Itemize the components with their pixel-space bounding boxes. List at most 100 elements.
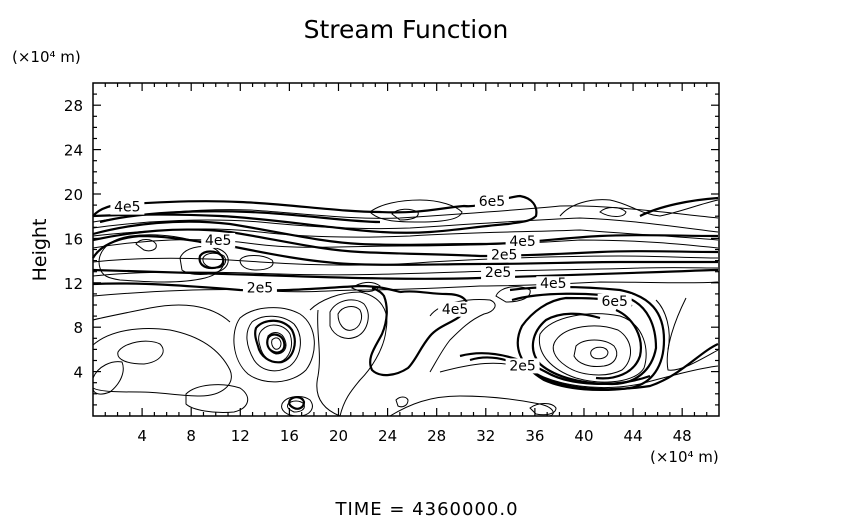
- y-tick-label: 4: [73, 364, 83, 382]
- contour-label-bg: [597, 294, 632, 309]
- contour-line: [552, 325, 631, 376]
- contour-label-bg: [474, 194, 509, 210]
- y-tick-label: 12: [64, 275, 83, 293]
- contour-line: [666, 297, 719, 371]
- contour-line: [92, 255, 719, 266]
- contour-line: [233, 307, 315, 383]
- contour-label-bg: [505, 358, 540, 374]
- x-tick-label: 40: [574, 427, 593, 445]
- contour-line: [92, 267, 719, 277]
- contour-line: [281, 396, 313, 417]
- contour-line-bold: [595, 308, 642, 380]
- contour-line-bold: [92, 194, 538, 234]
- contour-label: 2e5: [491, 247, 517, 263]
- contour-line: [329, 299, 369, 339]
- contour-line: [529, 403, 557, 416]
- contour-line: [117, 340, 164, 365]
- contour-label: 4e5: [205, 233, 231, 249]
- contour-label-bg: [487, 247, 522, 263]
- contour-label-bg: [481, 265, 516, 281]
- contour-line-bold: [254, 319, 296, 364]
- x-tick-label: 44: [624, 427, 643, 445]
- contour-label: 6e5: [601, 294, 627, 310]
- contour-label-bg: [242, 280, 277, 296]
- contour-label-bg: [201, 232, 236, 248]
- x-tick-label: 16: [280, 427, 299, 445]
- contour-label-bg: [438, 301, 473, 317]
- contour-label-bg: [505, 234, 540, 250]
- x-tick-label: 8: [186, 427, 196, 445]
- x-tick-label: 4: [137, 427, 147, 445]
- contour-line-bold: [369, 286, 469, 377]
- time-footer: TIME = 4360000.0: [334, 499, 518, 519]
- contour-line: [389, 395, 554, 417]
- contour-line-bold: [459, 352, 651, 385]
- contour-label: 4e5: [114, 200, 140, 216]
- contour-line: [309, 291, 388, 417]
- contour-line-bold: [266, 333, 286, 354]
- contour-line: [495, 286, 531, 303]
- contour-line: [559, 199, 719, 217]
- contour-label: 2e5: [247, 281, 273, 297]
- contour-line: [369, 199, 463, 223]
- contour-lines-thin: [92, 199, 719, 417]
- y-tick-label: 24: [64, 142, 83, 160]
- contour-line-bold: [92, 234, 718, 266]
- x-tick-label: 36: [525, 427, 544, 445]
- contour-line: [246, 315, 301, 372]
- contour-label: 4e5: [509, 234, 535, 250]
- contour-line: [316, 309, 341, 417]
- contour-label-bg: [110, 199, 145, 215]
- x-tick-label: 12: [231, 427, 250, 445]
- x-tick-label: 24: [378, 427, 397, 445]
- contour-line: [92, 228, 719, 241]
- contour-line: [92, 361, 124, 395]
- plot-frame: [92, 82, 720, 417]
- contour-line: [239, 255, 274, 271]
- x-axis-unit: (×10⁴ m): [650, 448, 719, 466]
- contour-line: [573, 339, 618, 367]
- contour-line: [92, 304, 231, 323]
- x-tick-label: 48: [673, 427, 692, 445]
- contour-line-bold: [92, 268, 719, 280]
- x-tick-label: 20: [329, 427, 348, 445]
- y-axis-unit: (×10⁴ m): [12, 48, 81, 66]
- contour-line: [185, 384, 249, 413]
- contour-line-bold: [99, 210, 381, 224]
- contour-line: [271, 337, 282, 350]
- chart-title: Stream Function: [304, 15, 509, 44]
- contour-line-bold: [92, 220, 719, 246]
- contour-line: [395, 396, 409, 408]
- x-tick-label: 28: [427, 427, 446, 445]
- contour-line: [590, 346, 609, 360]
- y-tick-label: 16: [64, 230, 83, 248]
- x-tick-label: 32: [476, 427, 495, 445]
- contour-line: [92, 217, 719, 233]
- contour-line: [92, 328, 232, 397]
- contour-label: 4e5: [540, 276, 566, 292]
- contour-line: [599, 207, 627, 217]
- contour-label-bg: [536, 276, 571, 292]
- contour-label: 6e5: [479, 194, 505, 210]
- contour-line: [179, 245, 229, 275]
- contour-label: 2e5: [485, 265, 511, 281]
- contour-line-bold: [92, 228, 719, 258]
- contour-line-bold: [288, 396, 306, 410]
- contour-line: [351, 281, 381, 293]
- contour-line: [287, 400, 305, 413]
- contour-label: 4e5: [442, 302, 468, 318]
- contour-line: [92, 205, 719, 223]
- contour-label: 2e5: [509, 358, 535, 374]
- contour-line: [439, 362, 719, 389]
- contour-line: [337, 306, 363, 331]
- contour-line: [135, 239, 157, 252]
- y-tick-label: 28: [64, 97, 83, 115]
- contour-line: [655, 299, 670, 351]
- y-axis-label: Height: [29, 219, 51, 282]
- y-tick-label: 8: [73, 319, 83, 337]
- y-tick-label: 20: [64, 186, 83, 204]
- contour-line: [202, 252, 227, 269]
- contour-line-bold: [639, 196, 719, 217]
